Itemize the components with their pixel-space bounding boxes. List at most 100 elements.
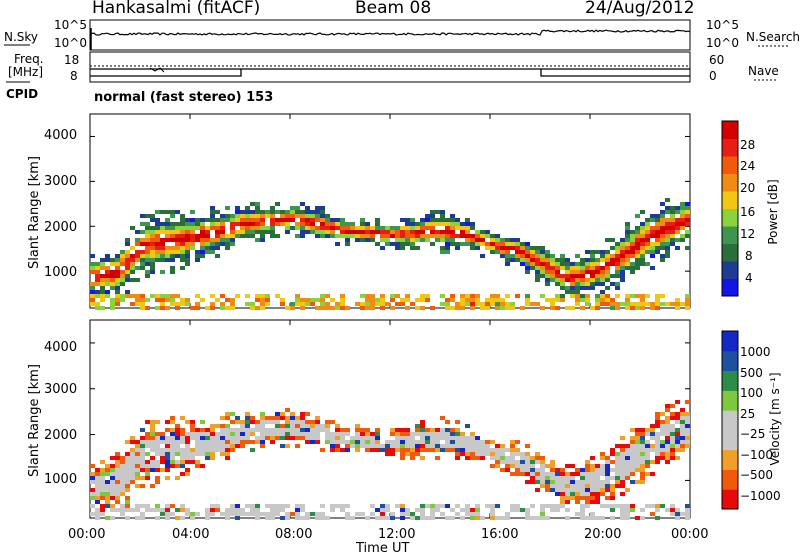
velocity-cell (160, 512, 165, 516)
power-cell (330, 298, 335, 302)
power-cell (575, 266, 580, 270)
power-cell (395, 246, 400, 250)
power-cell (525, 242, 530, 246)
velocity-cell (270, 416, 275, 420)
velocity-cell (105, 492, 110, 496)
power-cell (225, 298, 230, 302)
velocity-cell (275, 436, 280, 440)
velocity-cell (645, 432, 650, 436)
velocity-cell (635, 444, 640, 448)
power-cell (510, 258, 515, 262)
xtick: 08:00 (275, 527, 313, 542)
power-cell (305, 218, 310, 222)
power-cell (605, 286, 610, 290)
power-cell (355, 238, 360, 242)
velocity-cell (355, 432, 360, 436)
velocity-cell (675, 400, 680, 404)
velocity-cell (270, 440, 275, 444)
velocity-cell (500, 444, 505, 448)
velocity-cell (145, 432, 150, 436)
velocity-cell (255, 428, 260, 432)
power-cell (575, 302, 580, 306)
power-cell (365, 298, 370, 302)
power-cell (670, 206, 675, 210)
power-cell (580, 286, 585, 290)
power-cbar-tick: 24 (740, 159, 756, 173)
power-cell (295, 226, 300, 230)
velocity-cell (670, 412, 675, 416)
velocity-cell (635, 448, 640, 452)
velocity-cell (655, 508, 660, 512)
velocity-cell (105, 480, 110, 484)
velocity-cell (280, 428, 285, 432)
power-cell (535, 250, 540, 254)
power-cell (175, 302, 180, 306)
power-cell (190, 234, 195, 238)
power-cell (100, 298, 105, 302)
velocity-cell (610, 488, 615, 492)
velocity-colorbar-segment (722, 429, 738, 451)
velocity-cell (165, 516, 170, 520)
power-cell (465, 218, 470, 222)
velocity-cell (525, 464, 530, 468)
power-cell (195, 222, 200, 226)
velocity-cell (500, 468, 505, 472)
power-cell (110, 302, 115, 306)
power-cell (355, 302, 360, 306)
velocity-cell (485, 504, 490, 508)
power-cell (175, 210, 180, 214)
velocity-cell (575, 484, 580, 488)
power-cell (285, 226, 290, 230)
power-cell (320, 230, 325, 234)
power-cell (585, 266, 590, 270)
velocity-cell (140, 444, 145, 448)
velocity-cell (250, 432, 255, 436)
velocity-cell (210, 428, 215, 432)
power-cell (615, 242, 620, 246)
power-cell (415, 298, 420, 302)
power-cell (150, 234, 155, 238)
power-cell (645, 246, 650, 250)
power-cell (305, 206, 310, 210)
power-cell (145, 298, 150, 302)
velocity-cell (310, 428, 315, 432)
power-cell (465, 226, 470, 230)
velocity-cell (110, 488, 115, 492)
power-cell (585, 282, 590, 286)
power-cell (325, 294, 330, 298)
power-cell (245, 230, 250, 234)
velocity-cell (355, 448, 360, 452)
velocity-cell (515, 464, 520, 468)
power-cell (335, 222, 340, 226)
power-ytick: 1000 (44, 265, 78, 280)
power-cell (555, 258, 560, 262)
power-cell (225, 306, 230, 310)
power-cell (620, 262, 625, 266)
velocity-cell (340, 428, 345, 432)
velocity-cell (150, 444, 155, 448)
power-cell (240, 226, 245, 230)
velocity-cell (535, 456, 540, 460)
power-cell (155, 294, 160, 298)
velocity-cell (100, 460, 105, 464)
power-cell (635, 302, 640, 306)
power-cell (135, 250, 140, 254)
date-title: 24/Aug/2012 (585, 0, 695, 18)
power-cell (660, 294, 665, 298)
velocity-cell (215, 448, 220, 452)
velocity-cell (490, 504, 495, 508)
velocity-cell (580, 480, 585, 484)
xtick: 04:00 (172, 527, 210, 542)
velocity-cell (655, 420, 660, 424)
power-cell (465, 222, 470, 226)
velocity-cell (530, 460, 535, 464)
velocity-cell (300, 504, 305, 508)
power-cell (650, 246, 655, 250)
power-cell (140, 242, 145, 246)
velocity-cell (135, 448, 140, 452)
power-cell (630, 246, 635, 250)
power-cell (545, 278, 550, 282)
power-cell (610, 246, 615, 250)
power-cell (640, 246, 645, 250)
velocity-cell (445, 420, 450, 424)
